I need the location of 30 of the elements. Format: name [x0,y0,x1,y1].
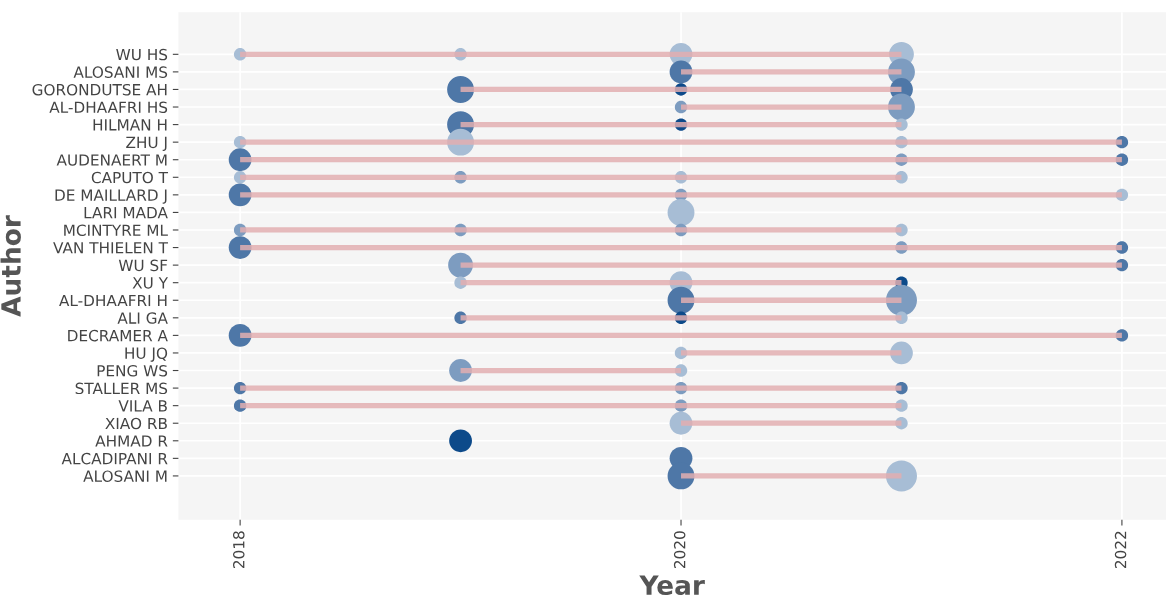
y-tick-label: ZHU J [126,136,167,152]
y-tick-label: ALCADIPANI R [61,452,168,465]
y-tick-label: MCINTYRE ML [64,224,168,237]
y-tick-label: AHMAD R [95,435,168,447]
y-tick-label: ALI GA [117,312,168,324]
y-tick-label: DE MAILLARD J [55,189,167,204]
y-tick-label: HU JQ [125,347,168,362]
y-tick-label: XIAO RB [105,417,167,430]
y-tick-label: HILMAN H [93,119,167,131]
y-tick-label: WU SF [118,259,168,272]
y-tick-label: LARI MADA [84,207,168,219]
x-axis-title: Year [639,575,705,596]
y-tick-label: DECRAMER A [68,329,168,342]
y-tick-label: AUDENAERT M [56,154,167,166]
y-tick-label: CAPUTO T [91,171,169,184]
y-tick-label: VAN THIELEN T [53,242,169,254]
y-tick-label: PENG WS [97,364,168,377]
y-tick-label: AL-DHAAFRI H [59,294,167,307]
y-tick-label: XU Y [132,277,169,289]
x-tick-label: 2018 [233,531,245,569]
y-tick-label: WU HS [116,48,168,61]
y-axis-title: Author [0,215,21,317]
y-tick-label: GORONDUTSE AH [32,83,167,96]
y-tick-label: VILA B [118,400,167,412]
y-tick-label: ALOSANI M [83,470,167,482]
y-tick-label: STALLER MS [75,382,168,395]
x-tick-label: 2020 [673,531,686,569]
x-tick-label: 2022 [1114,531,1127,569]
y-tick-label: ALOSANI MS [73,66,168,78]
y-tick-label: AL-DHAAFRI HS [49,101,168,114]
